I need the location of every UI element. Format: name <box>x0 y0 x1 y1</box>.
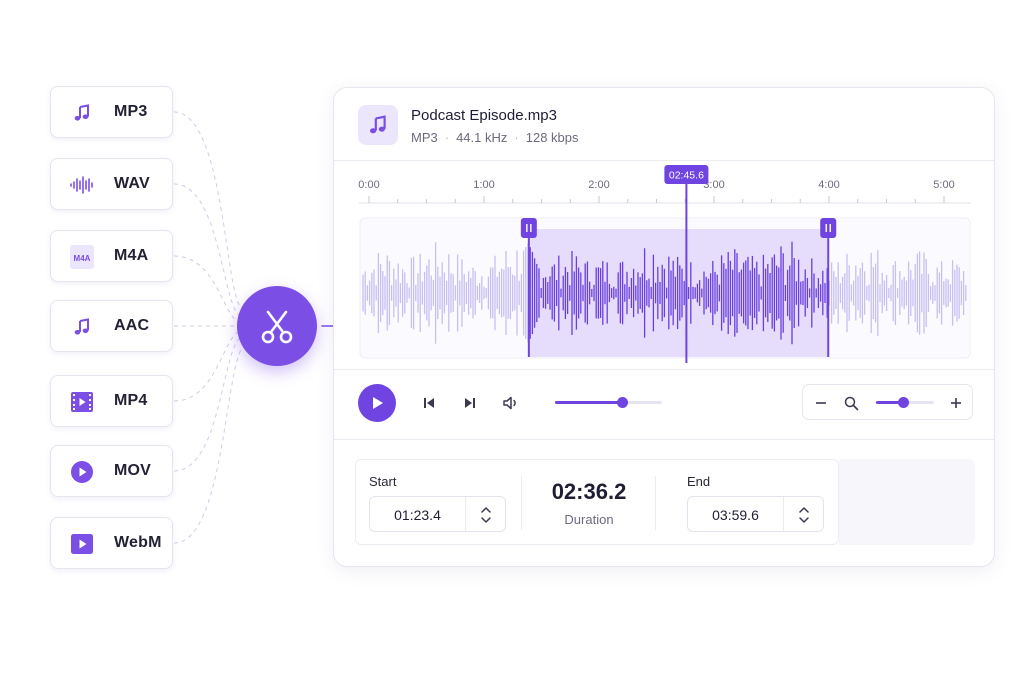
start-label: Start <box>369 474 397 489</box>
zoom-control <box>802 384 973 420</box>
m4a-file-icon: M4A <box>69 244 95 270</box>
file-bitrate: 128 kbps <box>525 130 579 145</box>
ruler-tick-label: 3:00 <box>703 179 724 191</box>
time-panel-extension <box>839 459 975 545</box>
file-format: MP3 <box>411 130 438 145</box>
volume-icon <box>502 395 520 411</box>
volume-button[interactable] <box>501 393 521 413</box>
format-label: MP4 <box>114 392 148 409</box>
file-meta: MP3 · 44.1 kHz · 128 kbps <box>411 130 579 145</box>
selection-start-handle[interactable] <box>520 218 537 357</box>
cut-button[interactable] <box>237 286 317 366</box>
waveform <box>362 241 967 345</box>
file-sample-rate: 44.1 kHz <box>456 130 508 145</box>
timeline[interactable]: 0:00 1:00 2:00 3:00 4:00 5:00 02:45.6 <box>358 163 974 453</box>
sound-wave-icon <box>69 172 95 198</box>
header-divider <box>334 160 994 161</box>
format-item-mp4[interactable]: MP4 <box>50 375 173 427</box>
end-time-value[interactable]: 03:59.6 <box>712 507 759 523</box>
format-item-wav[interactable]: WAV <box>50 158 173 210</box>
ruler-tick-label: 0:00 <box>358 179 379 191</box>
music-note-icon <box>358 105 398 145</box>
playhead[interactable]: 02:45.6 <box>664 165 709 363</box>
minus-icon <box>815 397 827 409</box>
play-icon <box>369 395 385 411</box>
waveform-divider <box>334 369 994 370</box>
music-note-icon <box>69 100 95 126</box>
ruler-tick-label: 2:00 <box>588 179 609 191</box>
start-time-value[interactable]: 01:23.4 <box>394 507 441 523</box>
volume-fill <box>555 401 623 404</box>
skip-back-button[interactable] <box>419 393 439 413</box>
skip-back-icon <box>422 396 436 410</box>
skip-forward-button[interactable] <box>460 393 480 413</box>
zoom-in-button[interactable] <box>946 393 966 413</box>
timeline-ruler: 0:00 1:00 2:00 3:00 4:00 5:00 <box>358 179 971 204</box>
end-time-field[interactable]: 03:59.6 <box>687 496 824 532</box>
format-label: M4A <box>114 247 149 264</box>
play-circle-icon <box>69 459 95 485</box>
format-item-m4a[interactable]: M4A M4A <box>50 230 173 282</box>
range-separator <box>655 476 656 530</box>
zoom-out-button[interactable] <box>811 393 831 413</box>
format-label: WAV <box>114 175 150 192</box>
skip-forward-icon <box>463 396 477 410</box>
audio-editor-panel: Podcast Episode.mp3 MP3 · 44.1 kHz · 128 kbp… <box>333 87 995 567</box>
selection-end-handle[interactable] <box>820 218 837 357</box>
range-separator <box>521 476 522 530</box>
zoom-icon <box>841 393 861 413</box>
play-button[interactable] <box>358 384 396 422</box>
plus-icon <box>950 397 962 409</box>
format-item-aac[interactable]: AAC <box>50 300 173 352</box>
playhead-time: 02:45.6 <box>669 170 704 182</box>
zoom-knob[interactable] <box>898 397 910 408</box>
scissors-icon <box>257 306 297 346</box>
start-time-field[interactable]: 01:23.4 <box>369 496 506 532</box>
ruler-tick-label: 1:00 <box>473 179 494 191</box>
file-name: Podcast Episode.mp3 <box>411 107 557 124</box>
format-label: MP3 <box>114 103 148 120</box>
format-label: MOV <box>114 462 152 479</box>
start-stepper-icon[interactable] <box>476 503 496 527</box>
zoom-slider[interactable] <box>876 397 934 408</box>
duration-label: Duration <box>564 512 614 527</box>
controls-divider <box>334 439 994 440</box>
trim-range-card: Start 01:23.4 02:36.2 Duration End 03:59… <box>355 459 839 545</box>
play-square-icon <box>69 531 95 557</box>
volume-knob[interactable] <box>616 397 628 408</box>
film-strip-icon <box>69 389 95 415</box>
m4a-icon-text: M4A <box>74 254 91 263</box>
end-label: End <box>687 474 711 489</box>
volume-slider[interactable] <box>555 397 662 408</box>
duration-value: 02:36.2 <box>551 479 627 504</box>
format-item-mov[interactable]: MOV <box>50 445 173 497</box>
zoom-fill <box>876 401 904 404</box>
ruler-tick-label: 5:00 <box>933 179 954 191</box>
end-stepper-icon[interactable] <box>794 503 814 527</box>
format-label: AAC <box>114 317 150 334</box>
format-item-mp3[interactable]: MP3 <box>50 86 173 138</box>
music-note-icon <box>69 314 95 340</box>
format-label: WebM <box>114 534 162 551</box>
format-item-webm[interactable]: WebM <box>50 517 173 569</box>
ruler-tick-label: 4:00 <box>818 179 839 191</box>
